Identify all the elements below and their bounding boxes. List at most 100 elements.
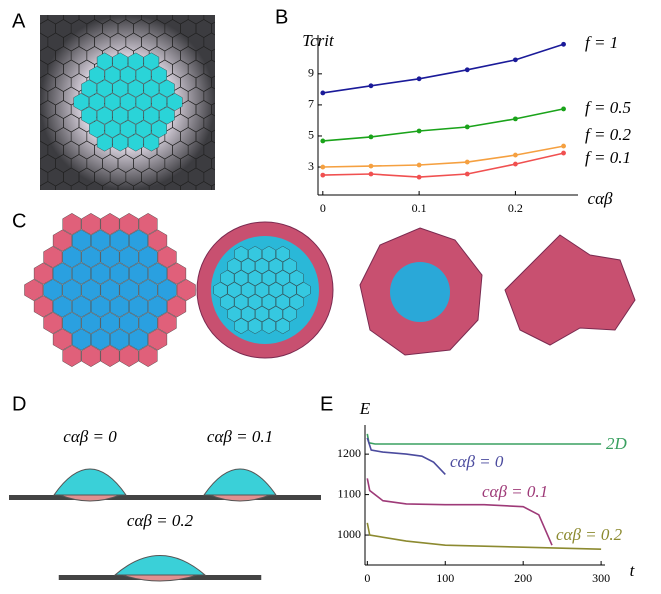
panel-label: E bbox=[320, 393, 333, 415]
cell bbox=[227, 182, 243, 200]
cell bbox=[167, 262, 187, 285]
point bbox=[368, 83, 374, 89]
cell bbox=[255, 257, 269, 275]
cell bbox=[62, 312, 82, 334]
point bbox=[320, 172, 326, 178]
cell bbox=[90, 262, 110, 285]
blob bbox=[504, 234, 636, 346]
cell bbox=[90, 295, 110, 318]
droplet bbox=[203, 468, 277, 496]
d-label: cαβ = 0 bbox=[63, 427, 117, 446]
cell bbox=[227, 101, 243, 119]
y-tick-label: 5 bbox=[308, 128, 314, 142]
point bbox=[513, 116, 518, 122]
series-label: f = 0.1 bbox=[585, 148, 631, 167]
cell bbox=[195, 181, 212, 190]
cell bbox=[296, 281, 311, 299]
point bbox=[368, 134, 374, 140]
cell bbox=[227, 257, 242, 275]
cell bbox=[151, 66, 167, 84]
cell bbox=[275, 317, 290, 335]
y-tick-label: 7 bbox=[308, 97, 314, 111]
cell bbox=[62, 246, 82, 268]
cell bbox=[33, 262, 53, 285]
cell bbox=[227, 281, 242, 299]
cell bbox=[289, 293, 304, 311]
cell bbox=[104, 93, 121, 111]
cell bbox=[227, 155, 243, 173]
cell bbox=[81, 213, 101, 235]
cell bbox=[100, 345, 120, 367]
series-line bbox=[366, 522, 602, 550]
cell bbox=[219, 6, 235, 24]
cell bbox=[52, 295, 72, 318]
cell bbox=[248, 293, 262, 311]
cell bbox=[110, 229, 130, 252]
cell bbox=[275, 269, 290, 287]
cell bbox=[100, 213, 120, 235]
point bbox=[513, 152, 518, 158]
cell bbox=[227, 47, 243, 65]
point bbox=[368, 171, 374, 177]
y-tick-label: 9 bbox=[308, 66, 314, 80]
cell bbox=[262, 317, 276, 335]
cell bbox=[81, 312, 101, 334]
series-line bbox=[366, 478, 553, 546]
cell bbox=[104, 66, 121, 84]
cell bbox=[220, 269, 235, 287]
cell bbox=[55, 181, 72, 190]
cell bbox=[81, 279, 101, 301]
x-tick-label: 0 bbox=[320, 201, 326, 215]
droplet bbox=[53, 468, 127, 496]
illustrations bbox=[9, 6, 636, 582]
cell bbox=[81, 79, 97, 98]
x-tick-label: 300 bbox=[592, 571, 610, 585]
cell bbox=[89, 120, 105, 138]
point bbox=[464, 159, 470, 165]
point bbox=[320, 90, 326, 96]
x-tick-label: 0 bbox=[364, 571, 370, 585]
cell bbox=[71, 262, 91, 285]
cell bbox=[151, 120, 167, 138]
cell bbox=[157, 246, 177, 268]
cell bbox=[275, 245, 290, 263]
cell bbox=[143, 106, 160, 125]
cell bbox=[71, 229, 91, 252]
cell bbox=[24, 279, 44, 301]
cell bbox=[289, 269, 304, 287]
x-tick-label: 0.1 bbox=[412, 201, 427, 215]
cell bbox=[159, 106, 175, 125]
cell bbox=[138, 345, 158, 367]
cell bbox=[129, 328, 149, 351]
cell bbox=[164, 181, 181, 190]
series-line bbox=[366, 437, 446, 475]
cell bbox=[120, 66, 136, 84]
cell bbox=[282, 257, 297, 275]
cell bbox=[100, 246, 120, 268]
cell bbox=[71, 295, 91, 318]
cell bbox=[112, 106, 129, 125]
cell bbox=[127, 133, 144, 152]
cell bbox=[135, 120, 152, 138]
series-label: cαβ = 0.1 bbox=[482, 482, 548, 501]
cell bbox=[40, 181, 56, 190]
cell bbox=[151, 93, 167, 111]
cell bbox=[119, 279, 139, 301]
cell bbox=[110, 262, 130, 285]
cell bbox=[89, 66, 105, 84]
panel-label: B bbox=[275, 6, 288, 28]
point bbox=[368, 163, 374, 169]
cell bbox=[119, 312, 139, 334]
grid-cells bbox=[40, 6, 243, 200]
cell bbox=[213, 281, 228, 299]
cell bbox=[241, 257, 256, 275]
cell bbox=[135, 93, 152, 111]
cell bbox=[138, 246, 158, 268]
cell bbox=[138, 312, 158, 334]
point bbox=[320, 138, 326, 144]
cell bbox=[248, 245, 262, 263]
cell bbox=[119, 246, 139, 268]
x-tick-label: 0.2 bbox=[508, 201, 523, 215]
cell bbox=[148, 328, 168, 351]
cell bbox=[143, 133, 160, 152]
